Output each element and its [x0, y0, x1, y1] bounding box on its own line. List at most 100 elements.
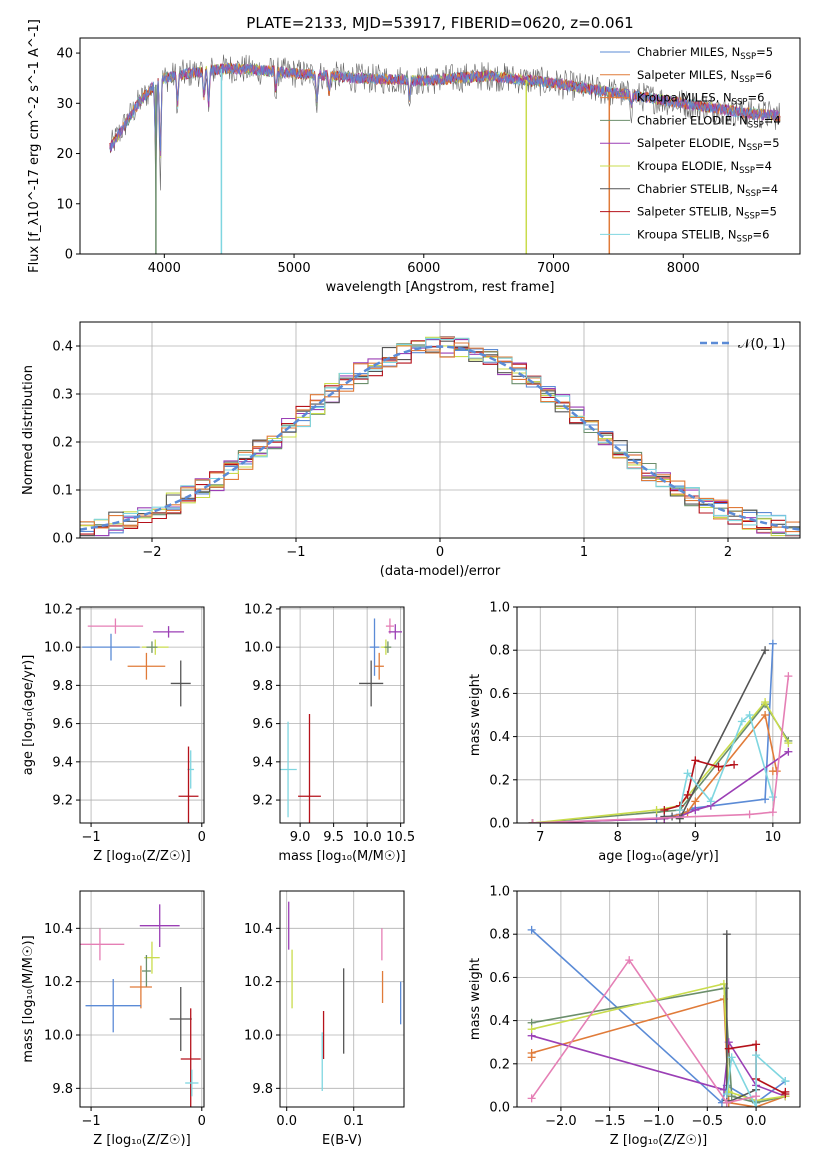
- y-tick-label: 10.4: [44, 922, 73, 937]
- x-tick-label: 0: [198, 830, 206, 845]
- legend-label-value: =4: [761, 182, 778, 196]
- y-tick-label: 1.0: [489, 885, 510, 900]
- legend-label-subscript: SSP: [737, 234, 753, 244]
- legend-label-subscript: SSP: [748, 120, 764, 130]
- x-tick-label: 10: [765, 830, 782, 845]
- y-tick-label: 9.6: [252, 717, 273, 732]
- age-vs-metallicity-panel: −1 0 9.2 9.4 9.6 9.8 10.0 10.2 Z [log₁₀(Z/Z☉)] ag…: [21, 602, 206, 864]
- legend-label-value: =5: [756, 45, 773, 59]
- legend-label: Kroupa STELIB, NSSP=6: [637, 227, 769, 244]
- y-axis-label: Flux [f_λ10^-17 erg cm^-2 s^-1 A^-1]: [27, 19, 42, 273]
- legend-label-text: Kroupa MILES, N: [637, 91, 732, 105]
- legend-label-subscript: SSP: [744, 212, 760, 222]
- legend-label-text: Salpeter ELODIE, N: [637, 136, 747, 150]
- legend-label-text: Kroupa STELIB, N: [637, 227, 737, 241]
- axes-frame: [279, 606, 405, 824]
- x-tick-label: 0.0: [276, 1114, 297, 1129]
- legend-label: Salpeter ELODIE, NSSP=5: [637, 136, 780, 153]
- legend-label: Kroupa MILES, NSSP=6: [637, 91, 764, 108]
- x-tick-label: 9.0: [290, 830, 311, 845]
- x-axis-label: age [log₁₀(age/yr)]: [598, 849, 719, 864]
- x-axis-label: wavelength [Angstrom, rest frame]: [326, 280, 555, 295]
- y-tick-label: 9.2: [52, 794, 73, 809]
- plot-area: [280, 618, 402, 823]
- y-tick-label: 9.8: [52, 679, 73, 694]
- x-tick-label: −0.5: [692, 1114, 724, 1129]
- y-tick-label: 0.6: [489, 971, 510, 986]
- mass-weight-line: [679, 713, 774, 811]
- legend-label-value: =6: [755, 68, 772, 82]
- mass-weight-line: [726, 1053, 786, 1107]
- spectrum-line: [109, 61, 781, 155]
- y-tick-label: 9.2: [252, 794, 273, 809]
- legend-label: Chabrier MILES, NSSP=5: [637, 45, 773, 62]
- legend-label-value: =6: [747, 91, 764, 105]
- y-tick-label: 40: [56, 47, 73, 62]
- plot-area: [80, 336, 800, 537]
- x-axis-label: E(B-V): [322, 1133, 362, 1148]
- plot-area: [80, 904, 201, 1107]
- x-tick-label: −2.0: [545, 1114, 577, 1129]
- x-tick-label: 10.0: [353, 830, 382, 845]
- x-tick-label: −1.5: [594, 1114, 626, 1129]
- y-tick-label: 0.2: [489, 773, 510, 788]
- y-tick-label: 0.6: [489, 687, 510, 702]
- legend-label-text: Chabrier STELIB, N: [637, 182, 745, 196]
- x-tick-label: 7: [536, 830, 544, 845]
- x-tick-label: −2: [142, 545, 161, 560]
- plot-area: [82, 618, 199, 823]
- mass-weight-line: [532, 676, 790, 823]
- y-tick-label: 9.6: [52, 717, 73, 732]
- y-tick-label: 0.8: [489, 644, 510, 659]
- y-tick-label: 10.2: [244, 975, 273, 990]
- y-tick-label: 0: [65, 248, 73, 263]
- y-tick-label: 20: [56, 147, 73, 162]
- y-axis-label: mass [log₁₀(M/M☉)]: [21, 935, 36, 1062]
- mass-vs-extinction-panel: 0.0 0.1 9.8 10.0 10.2 10.4 E(B-V): [244, 890, 405, 1148]
- y-tick-label: 0.1: [52, 484, 73, 499]
- x-tick-label: 6000: [407, 261, 440, 276]
- axes-frame: [79, 890, 205, 1108]
- y-tick-label: 10.0: [244, 1029, 273, 1044]
- plot-area: [109, 54, 781, 254]
- legend-label-text: Salpeter STELIB, N: [637, 205, 744, 219]
- x-tick-label: 2: [724, 545, 732, 560]
- y-axis-label: mass weight: [468, 674, 483, 756]
- legend-label-subscript: SSP: [732, 98, 748, 108]
- legend-label-subscript: SSP: [740, 52, 756, 62]
- y-tick-label: 10.4: [244, 922, 273, 937]
- plot-area: [288, 901, 402, 1091]
- figure-title: PLATE=2133, MJD=53917, FIBERID=0620, z=0…: [246, 14, 633, 32]
- y-tick-label: 0.0: [52, 532, 73, 547]
- x-axis-label: mass [log₁₀(M/M☉)]: [278, 849, 405, 864]
- x-tick-label: −1.0: [643, 1114, 675, 1129]
- age-vs-mass-panel: 9.0 9.5 10.0 10.5 9.2 9.4 9.6 9.8 10.0 10.2 mass […: [244, 602, 415, 864]
- plot-area: [528, 639, 793, 823]
- legend-label: Salpeter MILES, NSSP=6: [637, 68, 772, 85]
- x-axis-label: Z [log₁₀(Z/Z☉)]: [610, 1133, 707, 1148]
- y-tick-label: 0.0: [489, 1101, 510, 1116]
- mass-weight-line: [530, 958, 757, 1104]
- legend-label-value: =5: [763, 136, 780, 150]
- x-axis-label: Z [log₁₀(Z/Z☉)]: [93, 1133, 190, 1148]
- x-tick-label: 0: [198, 1114, 206, 1129]
- y-tick-label: 9.8: [52, 1082, 73, 1097]
- x-tick-label: 8: [614, 830, 622, 845]
- y-tick-label: 0.0: [489, 817, 510, 832]
- x-tick-label: 8000: [667, 261, 700, 276]
- legend-label-value: =6: [752, 227, 769, 241]
- normal-distribution-curve: [80, 345, 800, 531]
- mass-vs-metallicity-panel: −1 0 9.8 10.0 10.2 10.4 Z [log₁₀(Z/Z☉)] mass [l…: [21, 890, 206, 1148]
- y-tick-label: 30: [56, 97, 73, 112]
- y-tick-label: 10.2: [244, 602, 273, 617]
- histogram-step: [80, 342, 800, 533]
- legend-label-text: Chabrier MILES, N: [637, 45, 740, 59]
- x-tick-label: 4000: [148, 261, 181, 276]
- residuals-histogram-panel: −2 −1 0 1 2 0.0 0.1 0.2 0.3 0.4 (data-model)/error…: [21, 321, 801, 579]
- y-tick-label: 0.4: [489, 730, 510, 745]
- y-tick-label: 10.0: [244, 641, 273, 656]
- axes-frame: [79, 37, 801, 255]
- legend-label: 𝒩(0, 1): [738, 337, 785, 352]
- x-tick-label: −1: [81, 1114, 100, 1129]
